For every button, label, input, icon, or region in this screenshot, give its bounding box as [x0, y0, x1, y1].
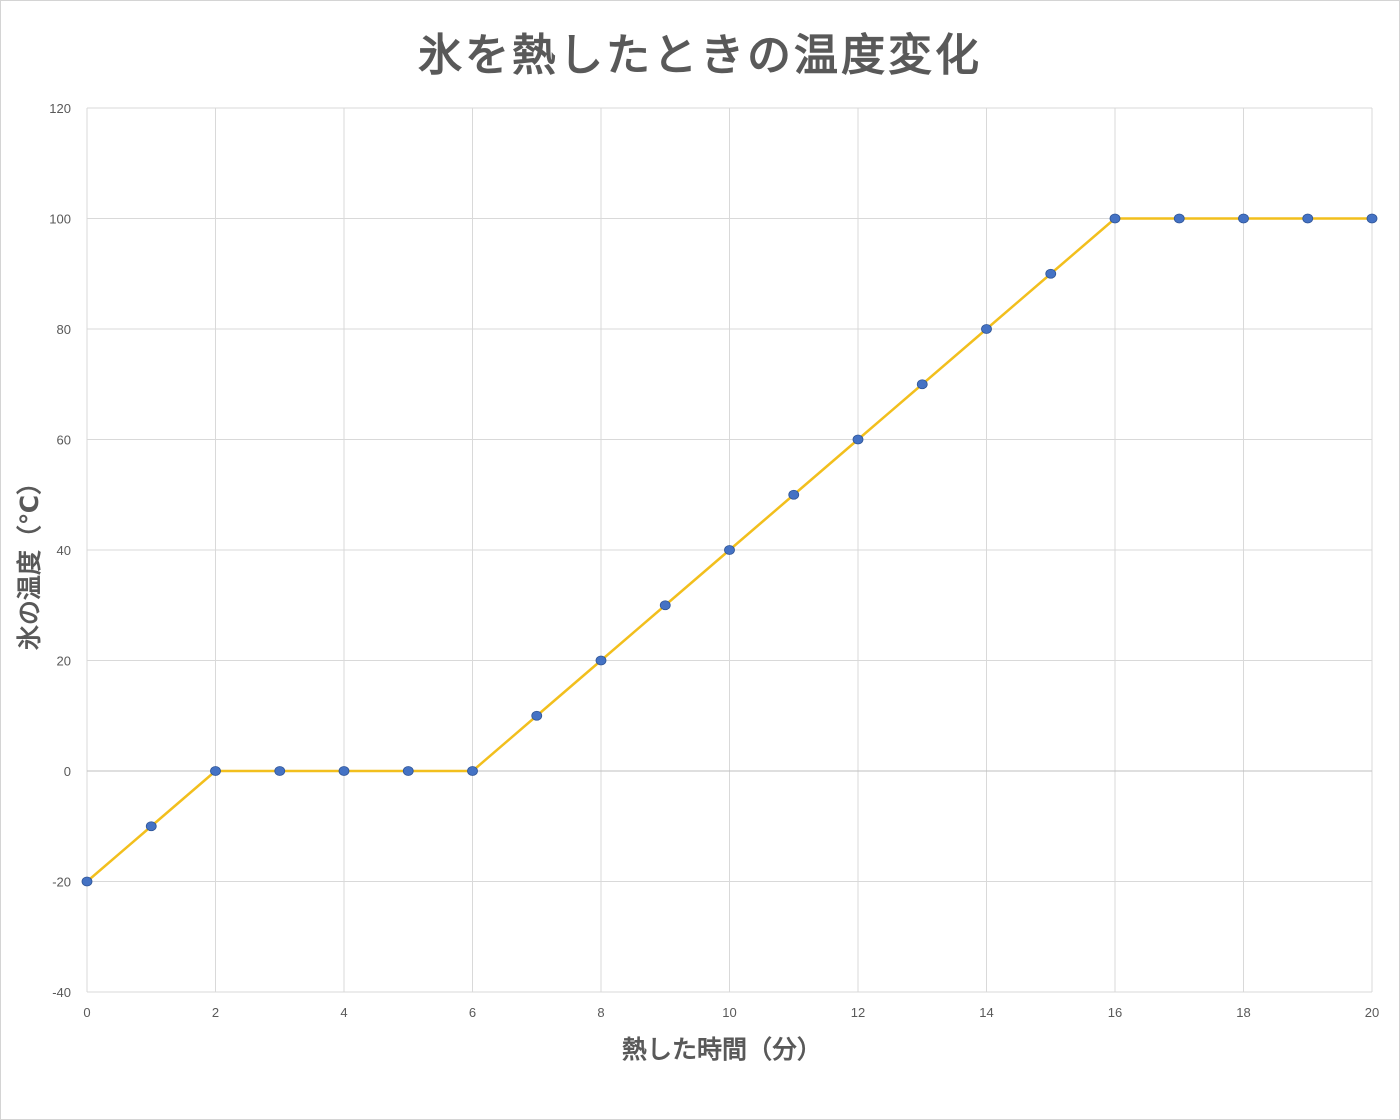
data-point — [531, 710, 543, 721]
y-tick-label: 120 — [49, 101, 71, 116]
x-tick-label: 2 — [212, 1005, 219, 1020]
x-tick-label: 20 — [1365, 1005, 1379, 1020]
y-tick-label: 80 — [57, 322, 71, 337]
y-tick-label: -20 — [52, 875, 71, 890]
data-point — [1238, 213, 1249, 224]
x-tick-label: 4 — [340, 1005, 347, 1020]
tick-labels: 0 2 4 6 8 10 12 14 16 18 20 -40 -20 0 20 40 60 80 100 120 — [49, 101, 1379, 1020]
x-axis-title: 熱した時間（分） — [622, 1035, 822, 1064]
y-tick-label: -40 — [52, 985, 71, 1000]
x-tick-label: 10 — [722, 1005, 736, 1020]
data-point — [145, 821, 157, 832]
x-tick-label: 18 — [1236, 1005, 1250, 1020]
y-tick-label: 20 — [57, 654, 71, 669]
y-axis-title: 氷の温度（℃） — [15, 470, 44, 650]
x-tick-label: 16 — [1108, 1005, 1122, 1020]
data-point — [1366, 213, 1378, 224]
data-point — [595, 655, 607, 666]
data-point — [210, 766, 221, 776]
data-point — [81, 876, 93, 887]
data-point — [338, 766, 350, 776]
x-tick-label: 0 — [83, 1005, 90, 1020]
y-tick-label: 100 — [49, 212, 71, 227]
data-point — [467, 766, 478, 776]
x-tick-label: 14 — [979, 1005, 993, 1020]
data-point — [1302, 213, 1314, 224]
data-point — [1173, 213, 1185, 224]
data-point — [1109, 213, 1121, 224]
data-point — [402, 766, 414, 776]
data-point — [981, 324, 992, 334]
x-tick-label: 6 — [469, 1005, 476, 1020]
series — [81, 213, 1378, 887]
data-point — [852, 434, 864, 445]
y-tick-label: 40 — [57, 543, 71, 558]
y-tick-label: 60 — [57, 433, 71, 448]
chart-title: 氷を熱したときの温度変化 — [418, 30, 982, 81]
data-point — [274, 766, 286, 776]
data-point — [916, 379, 928, 390]
data-point — [659, 600, 671, 611]
y-tick-label: 0 — [64, 764, 71, 779]
x-tick-label: 12 — [851, 1005, 865, 1020]
data-point — [1045, 268, 1057, 279]
data-point — [724, 545, 735, 555]
x-tick-label: 8 — [597, 1005, 604, 1020]
data-point — [788, 489, 800, 500]
